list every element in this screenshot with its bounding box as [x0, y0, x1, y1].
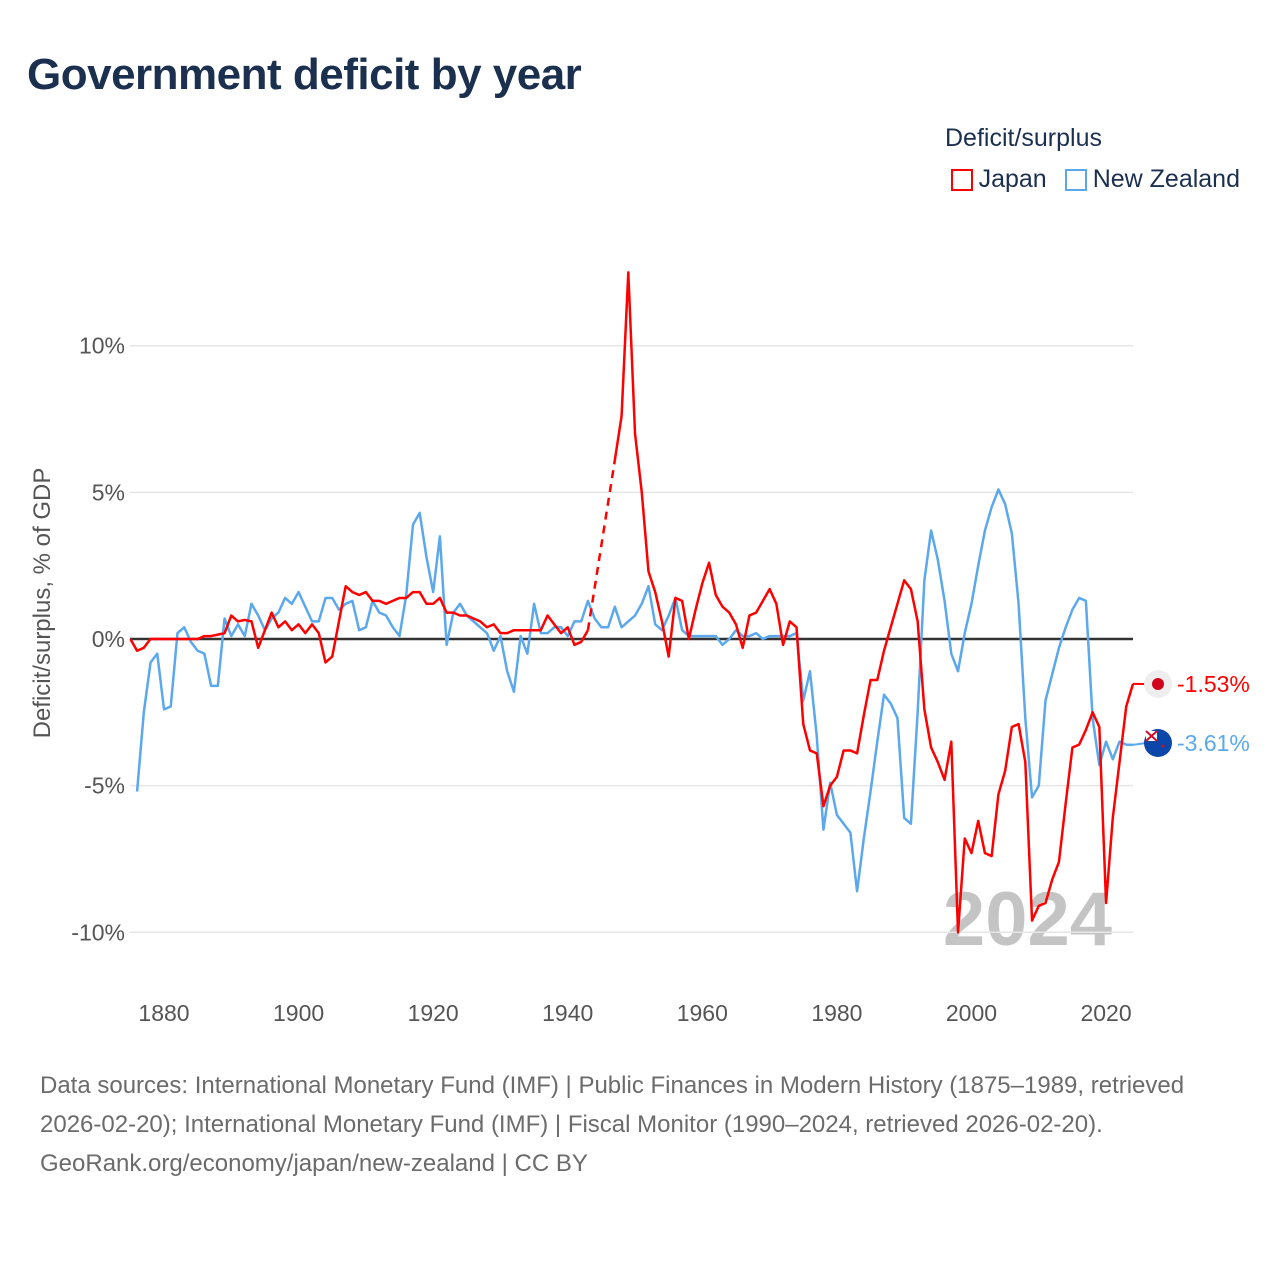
x-tick-label: 1880	[138, 1000, 189, 1026]
end-label-japan: -1.53%	[1177, 671, 1250, 697]
japan-flag-icon	[1144, 670, 1172, 698]
end-connector-new-zealand	[1132, 742, 1147, 746]
y-tick-label: -5%	[84, 773, 125, 799]
line-chart: 2024 10% 5% 0% -5% -10% 1880 1900 1920 1940 1960 1…	[29, 271, 1250, 1026]
x-tick-label: 2020	[1080, 1000, 1131, 1026]
x-tick-label: 1940	[542, 1000, 593, 1026]
legend-swatch-new-zealand	[1064, 168, 1087, 191]
legend-title: Deficit/surplus	[945, 124, 1102, 152]
series-line-new-zealand[interactable]	[135, 488, 1134, 893]
legend-swatch-japan	[950, 168, 973, 191]
new-zealand-flag-icon	[1144, 729, 1172, 757]
x-tick-label: 1920	[408, 1000, 459, 1026]
legend-label-new-zealand: New Zealand	[1092, 165, 1240, 193]
x-tick-label: 1980	[811, 1000, 862, 1026]
gap-line-japan	[586, 459, 617, 631]
end-label-new-zealand: -3.61%	[1177, 730, 1250, 756]
x-tick-label: 1900	[273, 1000, 324, 1026]
y-axis-label: Deficit/surplus, % of GDP	[29, 468, 56, 739]
legend-item-japan[interactable]: Japan	[950, 165, 1047, 194]
footer: Data sources: International Monetary Fun…	[40, 1066, 1240, 1183]
y-tick-label: 0%	[92, 626, 125, 652]
end-labels: -3.61% -1.53%	[1132, 670, 1250, 757]
legend-label-japan: Japan	[978, 165, 1047, 193]
chart-title: Government deficit by year	[27, 50, 582, 99]
legend-item-new-zealand[interactable]: New Zealand	[1064, 165, 1240, 194]
series-line-japan[interactable]	[613, 271, 1135, 934]
y-tick-label: -10%	[71, 919, 125, 945]
series-lines	[129, 271, 1135, 934]
series-line-japan[interactable]	[129, 584, 590, 664]
year-watermark: 2024	[943, 877, 1112, 962]
x-tick-label: 2000	[946, 1000, 997, 1026]
data-sources: Data sources: International Monetary Fun…	[40, 1072, 1185, 1138]
legend: Japan New Zealand	[950, 165, 1240, 194]
credit-link[interactable]: GeoRank.org/economy/japan/new-zealand | …	[40, 1150, 588, 1177]
x-tick-label: 1960	[677, 1000, 728, 1026]
y-tick-label: 10%	[79, 333, 125, 359]
y-tick-label: 5%	[92, 479, 125, 505]
